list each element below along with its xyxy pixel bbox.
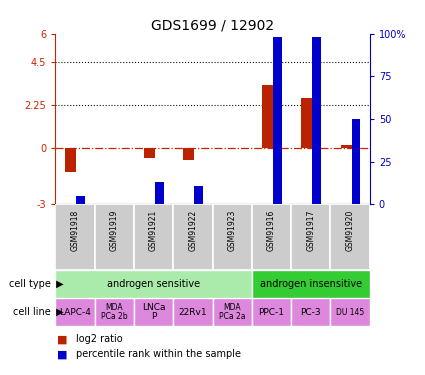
Text: percentile rank within the sample: percentile rank within the sample xyxy=(76,350,241,359)
Text: androgen sensitive: androgen sensitive xyxy=(107,279,200,289)
Bar xyxy=(312,37,321,204)
Bar xyxy=(55,298,94,326)
Text: cell line: cell line xyxy=(13,307,51,317)
Text: GSM91918: GSM91918 xyxy=(71,210,79,251)
Bar xyxy=(76,196,85,204)
Bar xyxy=(194,186,203,204)
Title: GDS1699 / 12902: GDS1699 / 12902 xyxy=(151,19,274,33)
Bar xyxy=(134,298,173,326)
Text: PPC-1: PPC-1 xyxy=(258,308,284,316)
Text: GSM91922: GSM91922 xyxy=(188,210,197,251)
Text: ▶: ▶ xyxy=(53,279,64,289)
Text: ▶: ▶ xyxy=(53,307,64,317)
Bar xyxy=(105,147,116,148)
Bar xyxy=(173,204,212,270)
Bar xyxy=(134,204,173,270)
Bar xyxy=(55,270,252,298)
Bar xyxy=(273,37,282,204)
Bar xyxy=(155,182,164,204)
Bar xyxy=(212,298,252,326)
Text: MDA
PCa 2b: MDA PCa 2b xyxy=(101,303,128,321)
Bar xyxy=(212,204,252,270)
Text: DU 145: DU 145 xyxy=(336,308,364,316)
Bar xyxy=(252,204,291,270)
Text: ■: ■ xyxy=(57,350,68,359)
Bar xyxy=(55,204,94,270)
Text: LAPC-4: LAPC-4 xyxy=(59,308,91,316)
Bar xyxy=(291,298,331,326)
Bar xyxy=(341,145,351,147)
Text: 22Rv1: 22Rv1 xyxy=(178,308,207,316)
Text: MDA
PCa 2a: MDA PCa 2a xyxy=(219,303,245,321)
Bar xyxy=(252,270,370,298)
Text: ■: ■ xyxy=(57,334,68,344)
Text: log2 ratio: log2 ratio xyxy=(76,334,123,344)
Bar xyxy=(252,298,291,326)
Bar xyxy=(94,298,134,326)
Text: GSM91921: GSM91921 xyxy=(149,210,158,251)
Text: GSM91916: GSM91916 xyxy=(267,210,276,251)
Bar xyxy=(331,204,370,270)
Bar xyxy=(184,147,194,160)
Bar xyxy=(301,98,312,147)
Bar xyxy=(94,204,134,270)
Text: GSM91919: GSM91919 xyxy=(110,210,119,251)
Text: GSM91923: GSM91923 xyxy=(228,210,237,251)
Bar xyxy=(262,85,273,147)
Bar xyxy=(173,298,212,326)
Bar xyxy=(291,204,331,270)
Text: GSM91920: GSM91920 xyxy=(346,210,354,251)
Text: LNCa
P: LNCa P xyxy=(142,303,165,321)
Text: GSM91917: GSM91917 xyxy=(306,210,315,251)
Bar xyxy=(65,147,76,172)
Text: PC-3: PC-3 xyxy=(300,308,321,316)
Bar xyxy=(144,147,155,158)
Bar xyxy=(351,119,360,204)
Bar xyxy=(331,298,370,326)
Bar xyxy=(223,147,234,148)
Text: androgen insensitive: androgen insensitive xyxy=(260,279,362,289)
Text: cell type: cell type xyxy=(9,279,51,289)
